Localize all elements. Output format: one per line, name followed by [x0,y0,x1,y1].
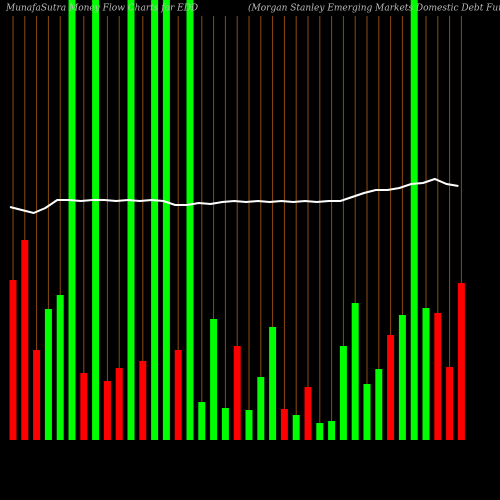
bar [363,384,371,440]
chart-subtitle: (Morgan Stanley Emerging Markets Domesti… [248,3,500,14]
bar [434,313,442,440]
bar [245,410,253,440]
bar [304,387,312,440]
bar [151,0,159,440]
bar [210,319,218,440]
bar [328,421,336,440]
bar [127,0,135,440]
bar [9,280,17,440]
bar [68,0,76,440]
bar [257,377,265,440]
plot [9,0,465,440]
bar [80,373,88,440]
bar [422,308,430,440]
bar [92,0,100,440]
bar [174,350,182,440]
bar [33,350,41,440]
bar [21,240,29,440]
bar [44,309,52,440]
bar [457,283,465,440]
bar [446,367,454,440]
bar [410,0,418,440]
chart-title: MunafaSutra Money Flow Charts for EDD [5,4,198,14]
bar [233,346,241,440]
bar [351,303,359,440]
bar [375,369,383,440]
bar [280,409,288,440]
bar [398,315,406,440]
bar [198,402,206,440]
bar [339,346,347,440]
bar [316,423,324,440]
bar [221,408,229,440]
bar [186,0,194,440]
bar [139,361,147,440]
bar [292,415,300,440]
bar [162,0,170,440]
bar [269,327,277,440]
bar [56,295,64,440]
price-line [9,177,459,215]
bar [387,335,395,440]
bar [115,368,123,440]
bar [103,381,111,440]
